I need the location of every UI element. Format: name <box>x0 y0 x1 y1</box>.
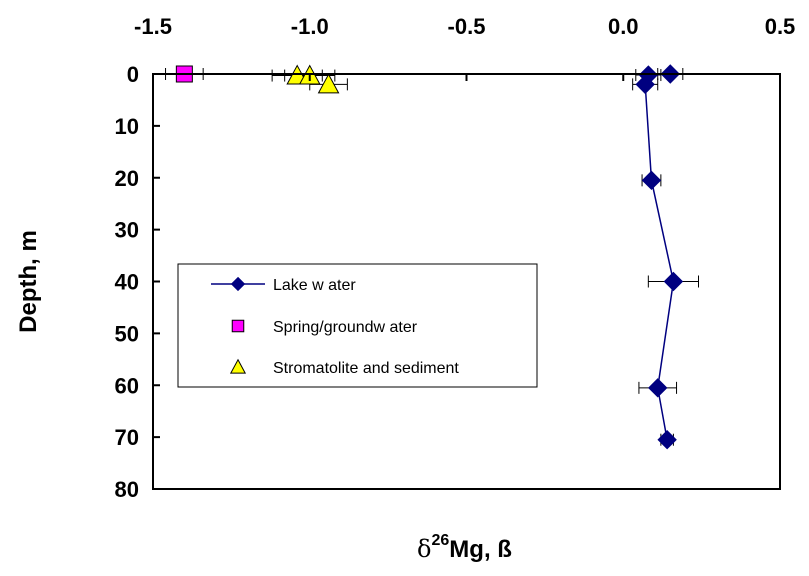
x-axis-title-delta: δ <box>417 535 431 563</box>
x-axis-ticks: -1.5 -1.0 -0.5 0.0 0.5 <box>134 14 795 81</box>
y-tick-label: 40 <box>115 270 139 295</box>
x-tick-label: 0.5 <box>765 14 796 39</box>
x-axis-title-superscript: 26 <box>432 532 450 549</box>
y-tick-label: 80 <box>115 477 139 502</box>
legend-marker <box>229 358 247 374</box>
y-tick-label: 10 <box>115 114 139 139</box>
x-tick-label: -1.0 <box>291 14 329 39</box>
x-tick-label: -1.5 <box>134 14 172 39</box>
y-tick-label: 0 <box>127 62 139 87</box>
data-point <box>648 378 668 398</box>
x-tick-label: 0.0 <box>608 14 639 39</box>
y-tick-label: 50 <box>115 321 139 346</box>
legend-marker <box>231 319 245 333</box>
legend-label: Spring/groundw ater <box>273 319 418 336</box>
x-axis-title-main: Mg, ß <box>449 536 512 563</box>
legend-label: Stromatolite and sediment <box>273 360 459 377</box>
data-point <box>657 430 677 450</box>
data-point <box>635 74 655 95</box>
data-markers <box>175 64 684 450</box>
x-tick-label: -0.5 <box>448 14 486 39</box>
y-tick-label: 20 <box>115 166 139 191</box>
legend-label: Lake w ater <box>273 277 356 294</box>
legend: Lake w ater Spring/groundw ater Stromatoli… <box>177 263 538 388</box>
legend-marker <box>230 276 246 292</box>
error-bars <box>165 68 699 446</box>
y-tick-label: 60 <box>115 373 139 398</box>
data-point <box>317 73 340 94</box>
y-axis-ticks: 0 10 20 30 40 50 60 70 80 <box>115 62 160 502</box>
data-point <box>641 170 662 191</box>
y-axis-title: Depth, m <box>15 230 42 333</box>
y-tick-label: 70 <box>115 425 139 450</box>
data-point <box>663 271 684 292</box>
y-tick-label: 30 <box>115 218 139 243</box>
x-axis-title: δ26Mg, ß <box>417 532 512 563</box>
